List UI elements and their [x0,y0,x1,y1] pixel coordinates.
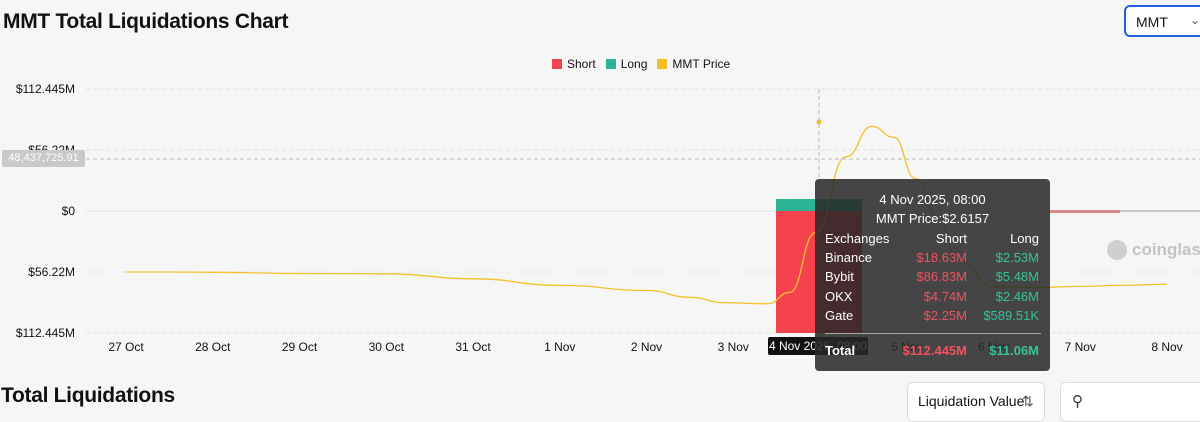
y-tick-label: $56.22M [28,265,75,279]
tooltip-long-value: $5.48M [995,269,1039,284]
tooltip-header-exchanges: Exchanges [825,231,890,246]
search-icon: ⚲ [1072,393,1083,410]
section-title: Total Liquidations [1,384,175,407]
coin-select-value: MMT [1136,14,1168,30]
price-marker [816,119,822,125]
legend-short[interactable]: Short [552,57,596,71]
tooltip-exchange: Bybit [825,269,854,284]
legend-long[interactable]: Long [605,57,648,71]
tooltip-exchange: Binance [825,250,872,265]
x-tick-label: 30 Oct [369,340,405,354]
x-tick-label: 7 Nov [1065,340,1096,354]
page-title: MMT Total Liquidations Chart [3,10,289,33]
tooltip-total-long: $11.06M [989,343,1039,358]
tooltip-short-value: $4.74M [923,289,967,304]
tooltip-short-value: $18.63M [916,250,967,265]
tooltip-divider [825,333,1041,334]
legend-long-swatch [605,59,616,69]
tooltip-row: Binance $18.63M $2.53M [825,250,1039,268]
crosshair-y-label: 48,437,725.91 [2,150,85,167]
watermark: coinglass [1107,240,1200,260]
x-tick-label: 28 Oct [195,340,231,354]
tooltip-total-short: $112.445M [902,343,967,358]
watermark-text: coinglass [1132,240,1200,259]
x-tick-label: 27 Oct [108,340,144,354]
tooltip-total-row: Total $112.445M $11.06M [825,343,1039,361]
tooltip-date: 4 Nov 2025, 08:00 [879,192,986,207]
tooltip-header-short: Short [935,231,967,246]
metric-select[interactable]: Liquidation Value ⇅ [907,382,1045,422]
search-input[interactable]: ⚲ [1060,382,1200,422]
sort-updown-icon: ⇅ [1022,393,1034,409]
chart-legend: Short Long MMT Price [552,57,730,71]
coin-select[interactable]: MMT ⌄ [1124,5,1200,37]
x-tick-label: 8 Nov [1151,340,1182,354]
tooltip-row: Bybit $86.83M $5.48M [825,269,1039,287]
tooltip-long-value: $589.51K [983,308,1039,323]
tooltip-price: MMT Price:$2.6157 [875,211,990,226]
tooltip-short-value: $86.83M [916,269,967,284]
tooltip-exchange: OKX [825,289,853,304]
chart-tooltip: 4 Nov 2025, 08:00 MMT Price:$2.6157 Exch… [815,179,1050,371]
legend-long-label: Long [620,57,648,71]
tooltip-header-row: Exchanges Short Long [825,231,1039,249]
y-tick-label: $112.445M [16,326,75,340]
chevron-down-icon: ⌄ [1190,13,1200,27]
tooltip-row: OKX $4.74M $2.46M [825,289,1039,307]
y-tick-label: $112.445M [16,82,75,96]
small-bar [1050,210,1120,213]
legend-short-label: Short [567,57,596,71]
x-tick-label: 2 Nov [631,340,662,354]
legend-price-swatch [657,59,668,69]
tooltip-short-value: $2.25M [923,308,967,323]
x-tick-label: 3 Nov [718,340,749,354]
legend-short-swatch [552,59,562,69]
coinglass-logo-icon [1107,240,1127,260]
legend-price[interactable]: MMT Price [657,57,730,71]
x-tick-label: 29 Oct [282,340,318,354]
y-tick-label: $0 [62,204,76,218]
metric-select-value: Liquidation Value [918,393,1025,409]
legend-price-label: MMT Price [672,57,731,71]
tooltip-long-value: $2.53M [995,250,1039,265]
tooltip-total-label: Total [825,343,856,358]
tooltip-header-long: Long [1010,231,1039,246]
x-tick-label: 31 Oct [455,340,491,354]
tooltip-long-value: $2.46M [995,289,1039,304]
tooltip-row: Gate $2.25M $589.51K [825,308,1039,326]
x-tick-label: 1 Nov [544,340,575,354]
tooltip-exchange: Gate [825,308,854,323]
